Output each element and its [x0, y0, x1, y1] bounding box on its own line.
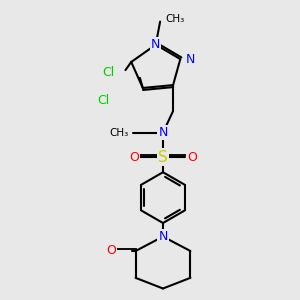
Text: S: S [158, 150, 168, 165]
Text: O: O [129, 151, 139, 164]
Text: N: N [158, 230, 168, 243]
Text: O: O [187, 151, 197, 164]
Text: Cl: Cl [102, 66, 114, 79]
Text: O: O [106, 244, 116, 257]
Text: CH₃: CH₃ [166, 14, 185, 24]
Text: N: N [151, 38, 160, 51]
Text: N: N [158, 126, 168, 139]
Text: N: N [186, 52, 195, 66]
Text: Cl: Cl [98, 94, 110, 107]
Text: CH₃: CH₃ [109, 128, 128, 138]
